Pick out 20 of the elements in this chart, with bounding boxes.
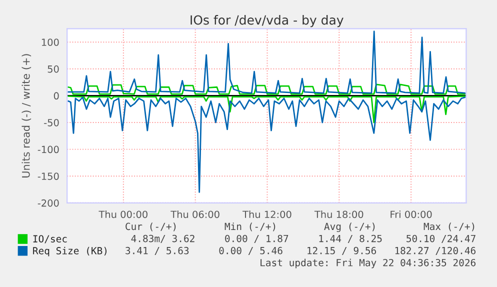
y-tick-label: 100 (42, 38, 59, 46)
y-tick-label: -50 (44, 118, 59, 126)
y-tick-label: -100 (38, 146, 59, 154)
text: 4.83m/ 3.62 0.00 / 1.87 1.44 / 8.25 50.10 /24.47 (131, 234, 476, 243)
legend-label: Req Size (KB) (33, 246, 106, 256)
x-tick-label: Thu 12:00 (242, 210, 292, 218)
x-tick-label: Thu 00:00 (98, 210, 148, 218)
chart-title: IOs for /dev/vda - by day (190, 15, 344, 28)
y-tick-label: -150 (38, 172, 59, 180)
text: 3.41 / 5.63 0.00 / 5.46 12.15 / 9.56 182.27 /120.46 (126, 246, 476, 256)
x-tick-label: Fri 00:00 (390, 210, 432, 218)
x-tick-label: Thu 18:00 (314, 210, 364, 218)
x-tick-label: Thu 06:00 (170, 210, 220, 218)
y-axis-title: Units read (-) / write (+) (22, 54, 32, 178)
y-tick-label: 50 (48, 65, 59, 73)
y-tick-label: -200 (38, 199, 59, 207)
y-tick-label: 0 (54, 92, 59, 100)
text: Cur (-/+) Min (-/+) Avg (-/+) Max (-/+) (126, 222, 474, 232)
text: Last update: Fri May 22 04:36:35 2026 (260, 258, 476, 268)
legend-label: IO/sec (33, 235, 67, 244)
